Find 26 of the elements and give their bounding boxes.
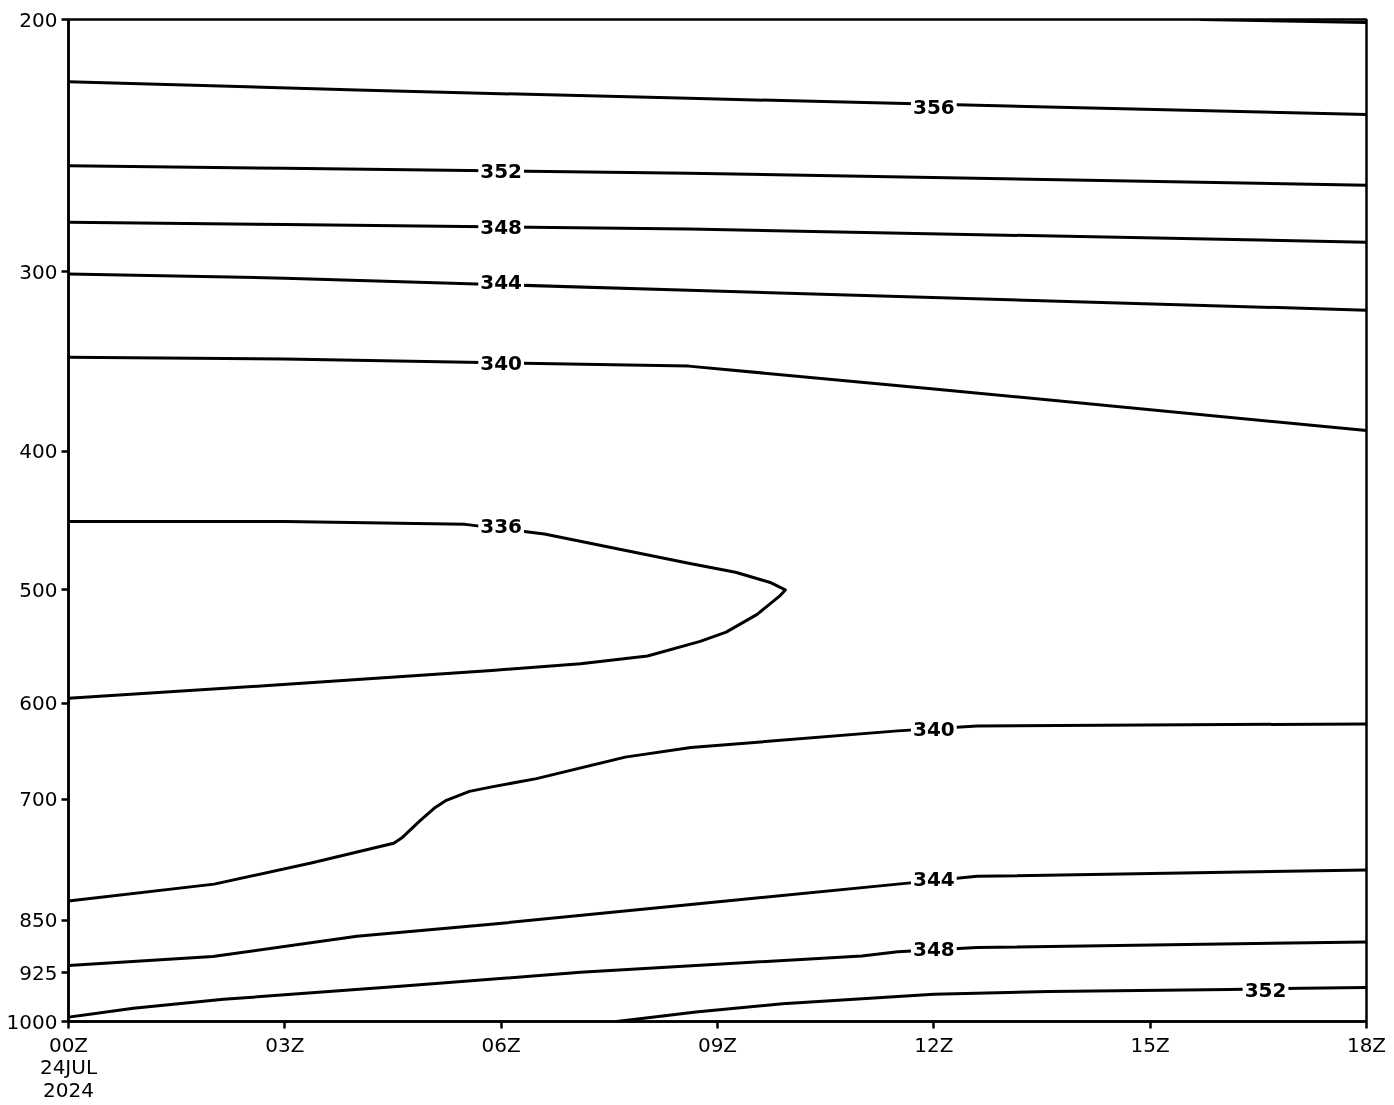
x-tick-label: 06Z (481, 1032, 521, 1057)
annotation: 340 (912, 716, 955, 741)
y-tick-label: 200 (19, 7, 58, 32)
annotation: 348 (912, 936, 955, 961)
y-tick-label: 700 (19, 787, 58, 812)
y-tick-label: 600 (19, 691, 58, 716)
x-tick-label: 09Z (697, 1032, 738, 1057)
x-tick-label: 15Z (1130, 1032, 1170, 1057)
annotation: 356 (912, 94, 955, 119)
x-tick-label: 03Z (265, 1032, 305, 1057)
y-tick-label: 925 (19, 960, 58, 985)
annotation: 344 (912, 867, 955, 892)
annotation: 344 (480, 270, 523, 295)
x-tick-label: 12Z (914, 1032, 954, 1057)
annotation: 348 (480, 214, 523, 239)
x-tick-label: 00Z 24JUL 2024 (39, 1032, 98, 1103)
y-tick-label: 850 (19, 908, 58, 933)
y-tick-label: 1000 (6, 1009, 58, 1034)
y-tick-label: 400 (19, 439, 58, 464)
annotation: 352 (1244, 977, 1287, 1002)
annotation: 340 (480, 350, 523, 375)
annotation: 336 (480, 513, 523, 538)
annotation: 352 (480, 158, 523, 183)
y-tick-label: 300 (19, 259, 58, 284)
x-tick-label: 18Z (1346, 1032, 1387, 1057)
y-tick-label: 500 (19, 577, 58, 602)
